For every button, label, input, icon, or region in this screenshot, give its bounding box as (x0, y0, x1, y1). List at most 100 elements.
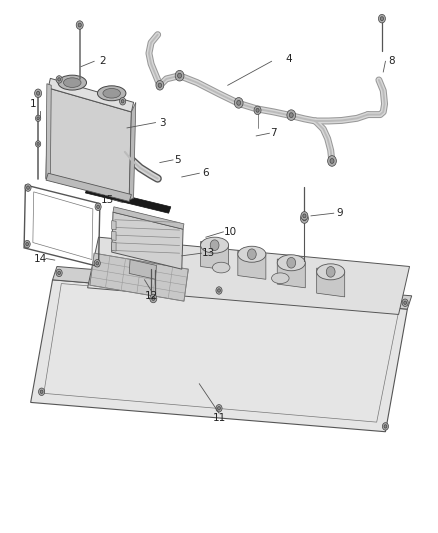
Text: 9: 9 (336, 208, 343, 218)
Circle shape (177, 73, 181, 78)
Polygon shape (201, 241, 229, 270)
Circle shape (380, 17, 384, 21)
Circle shape (402, 299, 408, 306)
Polygon shape (31, 280, 407, 432)
Circle shape (247, 249, 256, 260)
Ellipse shape (238, 246, 266, 262)
Circle shape (256, 108, 259, 112)
Polygon shape (48, 78, 134, 112)
Circle shape (328, 156, 336, 166)
Ellipse shape (58, 75, 87, 90)
Polygon shape (90, 253, 188, 301)
Circle shape (378, 14, 385, 23)
Ellipse shape (201, 237, 229, 253)
Text: 8: 8 (389, 56, 396, 66)
Circle shape (96, 262, 99, 265)
Text: 13: 13 (201, 248, 215, 258)
Circle shape (404, 301, 406, 304)
Circle shape (216, 405, 222, 412)
Circle shape (56, 269, 62, 277)
Polygon shape (112, 221, 116, 230)
Circle shape (37, 142, 39, 146)
Circle shape (303, 216, 306, 221)
Text: 3: 3 (159, 118, 166, 127)
Circle shape (56, 76, 62, 83)
Polygon shape (129, 102, 136, 200)
Circle shape (37, 117, 39, 120)
Polygon shape (113, 207, 184, 229)
Circle shape (121, 100, 124, 103)
Polygon shape (317, 268, 345, 297)
Circle shape (216, 287, 222, 294)
Polygon shape (46, 84, 51, 180)
Text: 11: 11 (212, 414, 226, 423)
Text: 10: 10 (223, 227, 237, 237)
Circle shape (120, 98, 126, 105)
Polygon shape (112, 242, 116, 251)
Ellipse shape (103, 88, 120, 98)
Text: 4: 4 (286, 54, 293, 63)
Circle shape (300, 214, 308, 223)
Circle shape (58, 271, 60, 274)
Circle shape (158, 83, 162, 87)
Text: 15: 15 (101, 195, 114, 205)
Polygon shape (277, 259, 305, 288)
Polygon shape (129, 260, 156, 279)
Text: 14: 14 (34, 254, 47, 263)
Polygon shape (112, 212, 183, 269)
Circle shape (27, 186, 29, 189)
Polygon shape (85, 187, 171, 213)
Circle shape (287, 257, 296, 268)
Circle shape (384, 425, 387, 428)
Circle shape (25, 184, 31, 191)
Circle shape (76, 21, 83, 29)
Circle shape (150, 294, 157, 303)
Circle shape (287, 110, 296, 120)
Circle shape (40, 390, 43, 393)
Text: 6: 6 (202, 168, 209, 178)
Circle shape (210, 240, 219, 251)
Circle shape (382, 423, 389, 430)
Circle shape (326, 266, 335, 277)
Circle shape (78, 23, 81, 27)
Circle shape (303, 214, 306, 218)
Circle shape (330, 159, 334, 163)
Polygon shape (46, 88, 131, 200)
Ellipse shape (317, 264, 345, 280)
Text: 2: 2 (99, 56, 106, 66)
Circle shape (35, 141, 41, 147)
Polygon shape (46, 173, 131, 201)
Circle shape (234, 98, 243, 108)
Text: 7: 7 (270, 128, 277, 138)
Circle shape (26, 243, 28, 246)
Circle shape (95, 203, 101, 211)
Ellipse shape (277, 255, 305, 271)
Circle shape (254, 106, 261, 115)
Text: 1: 1 (29, 99, 36, 109)
Circle shape (156, 80, 164, 90)
Circle shape (218, 407, 220, 410)
Ellipse shape (97, 86, 126, 101)
Text: 12: 12 (145, 291, 158, 301)
Circle shape (97, 205, 99, 208)
Polygon shape (88, 237, 410, 314)
Circle shape (36, 91, 40, 95)
Circle shape (39, 388, 45, 395)
Circle shape (58, 78, 60, 81)
Circle shape (301, 212, 308, 220)
Ellipse shape (212, 262, 230, 273)
Polygon shape (53, 266, 412, 309)
Circle shape (24, 240, 30, 248)
Circle shape (175, 70, 184, 81)
Circle shape (237, 100, 241, 106)
Circle shape (35, 115, 41, 122)
Circle shape (35, 89, 42, 98)
Circle shape (290, 112, 293, 118)
Ellipse shape (64, 78, 81, 87)
Circle shape (218, 289, 220, 292)
Ellipse shape (272, 273, 289, 284)
Text: 5: 5 (174, 155, 181, 165)
Polygon shape (238, 251, 266, 279)
Polygon shape (112, 231, 116, 240)
Circle shape (94, 260, 100, 267)
